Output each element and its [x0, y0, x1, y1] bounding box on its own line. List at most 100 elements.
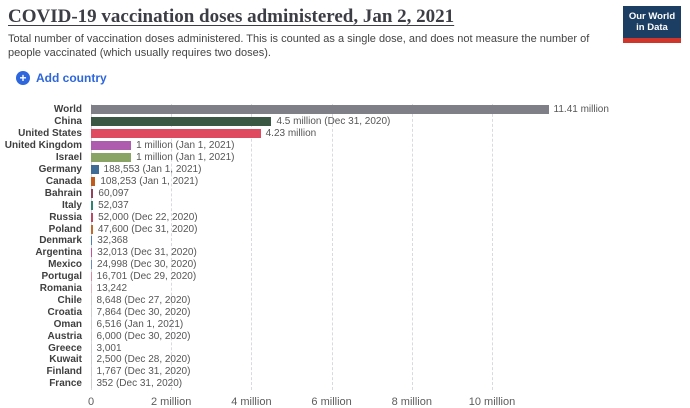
value-label: 4.23 million [265, 128, 317, 140]
bar-row: Kuwait 2,500 (Dec 28, 2020) [0, 354, 690, 366]
bar[interactable] [91, 129, 261, 139]
bar-row: Canada 108,253 (Jan 1, 2021) [0, 175, 690, 187]
chart-title[interactable]: COVID-19 vaccination doses administered,… [8, 6, 455, 27]
bar[interactable] [91, 236, 93, 246]
bar[interactable] [91, 379, 92, 389]
x-axis-tick-label: 2 million [151, 396, 192, 408]
bar-track: 32,368 [91, 235, 690, 247]
value-label: 108,253 (Jan 1, 2021) [100, 175, 199, 187]
owid-logo-accent-strip [623, 38, 681, 43]
country-label[interactable]: Romania [39, 283, 82, 295]
gridline [411, 104, 413, 390]
bar[interactable] [91, 188, 94, 198]
country-label[interactable]: Croatia [47, 306, 82, 318]
gridline [171, 104, 173, 390]
value-label: 6,000 (Dec 30, 2020) [96, 330, 191, 342]
bar-track: 108,253 (Jan 1, 2021) [91, 175, 690, 187]
country-label[interactable]: Poland [48, 223, 82, 235]
value-label: 7,864 (Dec 30, 2020) [96, 306, 191, 318]
bar[interactable] [91, 331, 92, 341]
gridline [331, 104, 333, 390]
country-label[interactable]: Bahrain [44, 187, 82, 199]
country-label[interactable]: Italy [61, 199, 82, 211]
bar-row: Romania 13,242 [0, 283, 690, 295]
bar-track: 16,701 (Dec 29, 2020) [91, 271, 690, 283]
country-label[interactable]: Denmark [39, 235, 82, 247]
country-label[interactable]: Greece [48, 342, 82, 354]
bar[interactable] [91, 295, 92, 305]
bar[interactable] [91, 224, 93, 234]
x-axis: 0 2 million 4 million 6 million 8 million 10 … [0, 394, 690, 408]
country-label[interactable]: Germany [38, 163, 82, 175]
bar-row: Argentina 32,013 (Dec 31, 2020) [0, 247, 690, 259]
bar-row: Greece 3,001 [0, 342, 690, 354]
country-label[interactable]: Argentina [35, 247, 82, 259]
bar[interactable] [91, 105, 549, 115]
bar-row: Austria 6,000 (Dec 30, 2020) [0, 330, 690, 342]
value-label: 52,037 [98, 199, 129, 211]
bar[interactable] [91, 343, 92, 353]
bar-track: 352 (Dec 31, 2020) [91, 378, 690, 390]
x-axis-tick-label: 0 [87, 396, 95, 408]
bar[interactable] [91, 200, 94, 210]
bar-row: Germany 188,553 (Jan 1, 2021) [0, 164, 690, 176]
country-label[interactable]: United States [18, 128, 82, 140]
add-country-button[interactable]: + Add country [16, 71, 107, 85]
bar[interactable] [91, 355, 92, 365]
bar[interactable] [91, 284, 92, 294]
bar-row: Mexico 24,998 (Dec 30, 2020) [0, 259, 690, 271]
country-label[interactable]: United Kingdom [4, 140, 82, 152]
bar[interactable] [91, 248, 93, 258]
owid-logo: Our World in Data [623, 6, 681, 43]
bar-track: 4.5 million (Dec 31, 2020) [91, 116, 690, 128]
bar-track: 24,998 (Dec 30, 2020) [91, 259, 690, 271]
country-label[interactable]: Mexico [48, 259, 82, 271]
value-label: 47,600 (Dec 31, 2020) [97, 223, 198, 235]
country-label[interactable]: World [53, 104, 82, 116]
bar[interactable] [91, 319, 92, 329]
bar-track: 4.23 million [91, 128, 690, 140]
country-label[interactable]: Portugal [41, 271, 82, 283]
x-axis-tick-label: 10 million [468, 396, 516, 408]
value-label: 3,001 [96, 342, 122, 354]
bar[interactable] [91, 212, 94, 222]
country-label[interactable]: Kuwait [49, 354, 82, 366]
bar-row: World 11.41 million [0, 104, 690, 116]
bar-row: Portugal 16,701 (Dec 29, 2020) [0, 271, 690, 283]
value-label: 13,242 [96, 283, 128, 295]
bar-track: 1 million (Jan 1, 2021) [91, 152, 690, 164]
owid-logo-line1: Our World [628, 11, 676, 22]
add-country-label: Add country [36, 71, 107, 85]
bar[interactable] [91, 176, 96, 186]
x-axis-tick-label: 8 million [391, 396, 432, 408]
value-label: 32,368 [97, 235, 128, 247]
bar-row: Israel 1 million (Jan 1, 2021) [0, 152, 690, 164]
country-label[interactable]: Israel [55, 152, 82, 164]
country-label[interactable]: Chile [57, 294, 82, 306]
value-label: 1,767 (Dec 31, 2020) [96, 366, 191, 378]
country-label[interactable]: Finland [46, 366, 82, 378]
country-label[interactable]: China [54, 116, 82, 128]
value-label: 24,998 (Dec 30, 2020) [97, 259, 197, 271]
bar[interactable] [91, 307, 92, 317]
bar-track: 1,767 (Dec 31, 2020) [91, 366, 690, 378]
bar-row: France 352 (Dec 31, 2020) [0, 378, 690, 390]
country-label[interactable]: Canada [45, 175, 82, 187]
country-label[interactable]: France [49, 378, 82, 390]
bar[interactable] [91, 367, 92, 377]
country-label[interactable]: Russia [49, 211, 82, 223]
bar[interactable] [91, 141, 132, 151]
bar[interactable] [91, 272, 92, 282]
bar[interactable] [91, 117, 272, 127]
bar-row: Italy 52,037 [0, 199, 690, 211]
value-label: 16,701 (Dec 29, 2020) [96, 271, 197, 283]
bar-track: 6,516 (Jan 1, 2021) [91, 318, 690, 330]
country-label[interactable]: Oman [53, 318, 82, 330]
bar[interactable] [91, 260, 92, 270]
country-label[interactable]: Austria [47, 330, 82, 342]
bar[interactable] [91, 153, 132, 163]
bar[interactable] [91, 164, 99, 174]
chart-plot-area: World 11.41 million China 4.5 million (Dec … [0, 104, 690, 390]
bar-row: Poland 47,600 (Dec 31, 2020) [0, 223, 690, 235]
bar-row: United Kingdom 1 million (Jan 1, 2021) [0, 140, 690, 152]
